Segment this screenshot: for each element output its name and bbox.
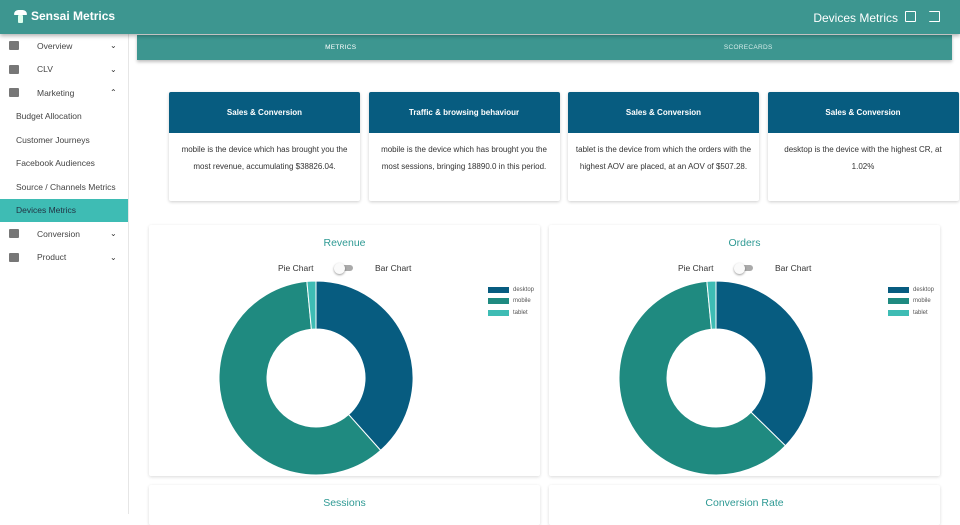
legend-swatch xyxy=(488,298,509,305)
sidebar-item-conversion[interactable]: Conversion ⌄ xyxy=(0,222,128,246)
chevron-down-icon[interactable]: ⌄ xyxy=(110,64,117,74)
table-icon xyxy=(9,41,19,51)
logo[interactable]: Sensai Metrics xyxy=(14,8,115,24)
sidebar-subitem[interactable]: Customer Journeys xyxy=(16,134,90,145)
chart-panel-orders: Orders Pie Chart Bar Chart desktop mobile tab… xyxy=(549,225,940,476)
legend-item[interactable]: mobile xyxy=(488,296,534,308)
sidebar-item-label: Product xyxy=(37,252,67,263)
tab-metrics[interactable]: METRICS xyxy=(325,44,357,51)
sidebar-item-clv[interactable]: CLV ⌄ xyxy=(0,58,128,82)
card-title: Sales & Conversion xyxy=(169,92,360,133)
sidebar-subitem[interactable]: Budget Allocation xyxy=(16,111,82,122)
chart-panel-conversion-rate: Conversion Rate xyxy=(549,485,940,525)
donut-chart xyxy=(619,281,813,475)
insight-card: Sales & Conversion mobile is the device w… xyxy=(169,92,360,201)
card-title: Sales & Conversion xyxy=(568,92,759,133)
dollar-icon xyxy=(9,229,19,239)
legend-item[interactable]: desktop xyxy=(488,284,534,296)
sidebar-subitem[interactable]: Devices Metrics xyxy=(0,198,128,222)
chart-panel-revenue: Revenue Pie Chart Bar Chart desktop mobile ta… xyxy=(149,225,540,476)
sidebar-item-product[interactable]: Product ⌄ xyxy=(0,246,128,270)
chart-title: Conversion Rate xyxy=(705,497,784,509)
legend-label: tablet xyxy=(513,309,528,316)
legend-item[interactable]: tablet xyxy=(888,307,934,319)
sidebar-item-label: CLV xyxy=(37,64,53,75)
legend-swatch xyxy=(888,286,909,293)
legend-swatch xyxy=(488,286,509,293)
chevron-down-icon[interactable]: ⌄ xyxy=(110,41,117,51)
slice-desktop[interactable] xyxy=(315,281,413,452)
sidebar-item-label: Overview xyxy=(37,40,73,51)
dashboard-icon xyxy=(9,64,19,74)
donut-chart xyxy=(219,281,413,475)
bar-chart-label: Bar Chart xyxy=(775,263,812,273)
sidebar-subitem[interactable]: Facebook Audiences xyxy=(16,158,95,169)
legend-item[interactable]: mobile xyxy=(888,296,934,308)
pie-chart-label: Pie Chart xyxy=(678,263,714,273)
chart-title: Sessions xyxy=(323,497,366,509)
logout-icon[interactable] xyxy=(929,11,940,22)
slice-mobile[interactable] xyxy=(619,281,787,475)
sidebar: Overview ⌄ CLV ⌄ Marketing ⌃ Budget Allocation… xyxy=(0,34,129,514)
chart-legend: desktop mobile tablet xyxy=(888,284,934,319)
chart-title: Orders xyxy=(728,237,761,249)
card-text: desktop is the device with the highest C… xyxy=(784,145,942,171)
insight-card: Sales & Conversion tablet is the device f… xyxy=(568,92,759,201)
sidebar-item-marketing[interactable]: Marketing ⌃ xyxy=(0,81,128,105)
chevron-down-icon[interactable]: ⌄ xyxy=(110,252,117,262)
slice-desktop[interactable] xyxy=(715,281,813,447)
sidebar-item-label: Marketing xyxy=(37,87,75,98)
sidebar-item-label: Conversion xyxy=(37,228,80,239)
legend-label: mobile xyxy=(913,298,931,305)
card-text: mobile is the device which has brought y… xyxy=(181,145,348,171)
sidebar-item-overview[interactable]: Overview ⌄ xyxy=(0,34,128,58)
legend-label: mobile xyxy=(513,298,531,305)
logo-icon xyxy=(14,8,27,24)
legend-swatch xyxy=(488,309,509,316)
legend-swatch xyxy=(888,298,909,305)
card-text: mobile is the device which has brought y… xyxy=(381,145,547,171)
bar-chart-icon xyxy=(9,88,19,98)
legend-swatch xyxy=(888,309,909,316)
card-text: tablet is the device from which the orde… xyxy=(575,145,752,171)
slice-mobile[interactable] xyxy=(219,281,382,475)
chart-type-toggle[interactable] xyxy=(334,262,353,274)
legend-label: desktop xyxy=(513,286,535,293)
sidebar-subitem[interactable]: Source / Channels Metrics xyxy=(16,181,116,192)
legend-label: tablet xyxy=(913,309,928,316)
tab-bar: METRICS SCORECARDS xyxy=(137,35,952,60)
slice-tablet[interactable] xyxy=(306,281,317,330)
bar-chart-label: Bar Chart xyxy=(375,263,412,273)
slice-tablet[interactable] xyxy=(706,281,717,330)
insight-card: Sales & Conversion desktop is the device … xyxy=(767,92,959,201)
fullscreen-icon[interactable] xyxy=(905,11,916,22)
chart-title: Revenue xyxy=(323,237,366,249)
legend-item[interactable]: tablet xyxy=(488,307,534,319)
chart-type-toggle[interactable] xyxy=(734,262,753,274)
legend-label: desktop xyxy=(913,286,935,293)
chevron-up-icon[interactable]: ⌃ xyxy=(110,88,117,98)
chevron-down-icon[interactable]: ⌄ xyxy=(110,229,117,239)
page-title: Devices Metrics xyxy=(813,11,898,25)
insight-card: Traffic & browsing behaviour mobile is th… xyxy=(368,92,560,201)
chart-panel-sessions: Sessions xyxy=(149,485,540,525)
card-title: Traffic & browsing behaviour xyxy=(368,92,560,133)
legend-item[interactable]: desktop xyxy=(888,284,934,296)
chart-legend: desktop mobile tablet xyxy=(488,284,534,319)
tab-scorecards[interactable]: SCORECARDS xyxy=(723,44,773,51)
bike-icon xyxy=(9,252,19,262)
card-title: Sales & Conversion xyxy=(767,92,959,133)
app-name: Sensai Metrics xyxy=(31,9,116,23)
top-bar: Sensai Metrics Devices Metrics xyxy=(0,0,960,34)
pie-chart-label: Pie Chart xyxy=(278,263,314,273)
